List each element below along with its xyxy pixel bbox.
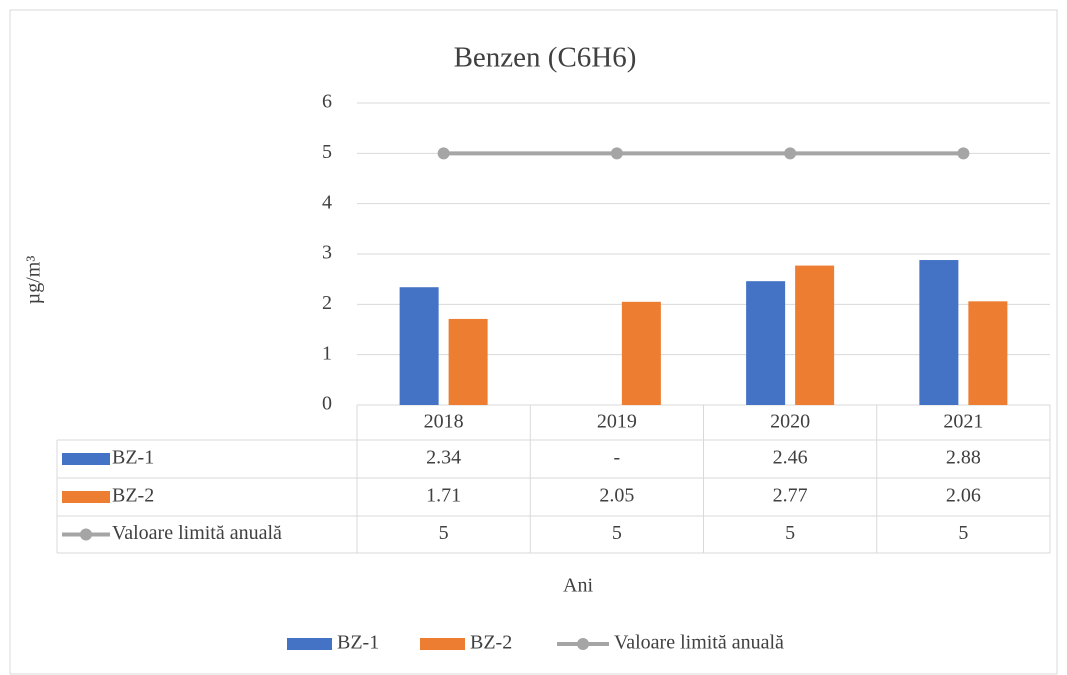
chart-frame (9, 9, 1058, 675)
line-marker (957, 147, 970, 160)
legend-key (287, 638, 332, 650)
x-tick-label: 2020 (770, 411, 810, 433)
table-value: 2.88 (946, 447, 981, 469)
legend-key (420, 638, 465, 650)
table-value: 5 (439, 522, 449, 544)
table-series-name: BZ-2 (112, 485, 154, 507)
x-tick-label: 2019 (597, 411, 637, 433)
table-value: 2.05 (599, 485, 634, 507)
y-tick-label: 3 (322, 242, 332, 264)
y-tick-label: 6 (322, 91, 332, 113)
bar (968, 301, 1008, 405)
bar (919, 260, 959, 405)
y-tick-label: 4 (322, 191, 332, 213)
table-series-name: BZ-1 (112, 447, 154, 469)
legend-label: Valoare limită anuală (614, 632, 784, 654)
table-value: 5 (612, 522, 622, 544)
chart-title: Benzen (C6H6) (454, 42, 637, 74)
table-value: 5 (785, 522, 795, 544)
legend-label: BZ-1 (337, 632, 379, 654)
legend-key-marker (577, 638, 589, 650)
table-value: - (614, 447, 621, 469)
table-value: 2.34 (426, 447, 461, 469)
x-axis-label: Ani (563, 575, 593, 597)
table-value: 2.06 (946, 485, 981, 507)
table-series-name: Valoare limită anuală (112, 522, 282, 544)
x-tick-label: 2021 (943, 411, 983, 433)
y-axis-label: µg/m³ (23, 256, 45, 305)
y-tick-label: 1 (322, 342, 332, 364)
line-marker (784, 147, 797, 160)
legend-key (62, 453, 110, 465)
table-value: 2.77 (773, 485, 808, 507)
y-tick-label: 5 (322, 141, 332, 163)
y-tick-label: 0 (322, 393, 332, 415)
line-marker (437, 147, 450, 160)
legend-key (62, 491, 110, 503)
y-tick-label: 2 (322, 292, 332, 314)
legend-key-marker (80, 528, 92, 541)
legend-label: BZ-2 (470, 632, 512, 654)
bar (399, 287, 439, 405)
x-tick-label: 2018 (424, 411, 464, 433)
table-value: 2.46 (773, 447, 808, 469)
table-value: 5 (958, 522, 968, 544)
bar (746, 281, 786, 405)
bar (621, 301, 661, 405)
table-value: 1.71 (426, 485, 461, 507)
bar (795, 265, 835, 405)
bar (448, 318, 488, 405)
line-marker (610, 147, 623, 160)
